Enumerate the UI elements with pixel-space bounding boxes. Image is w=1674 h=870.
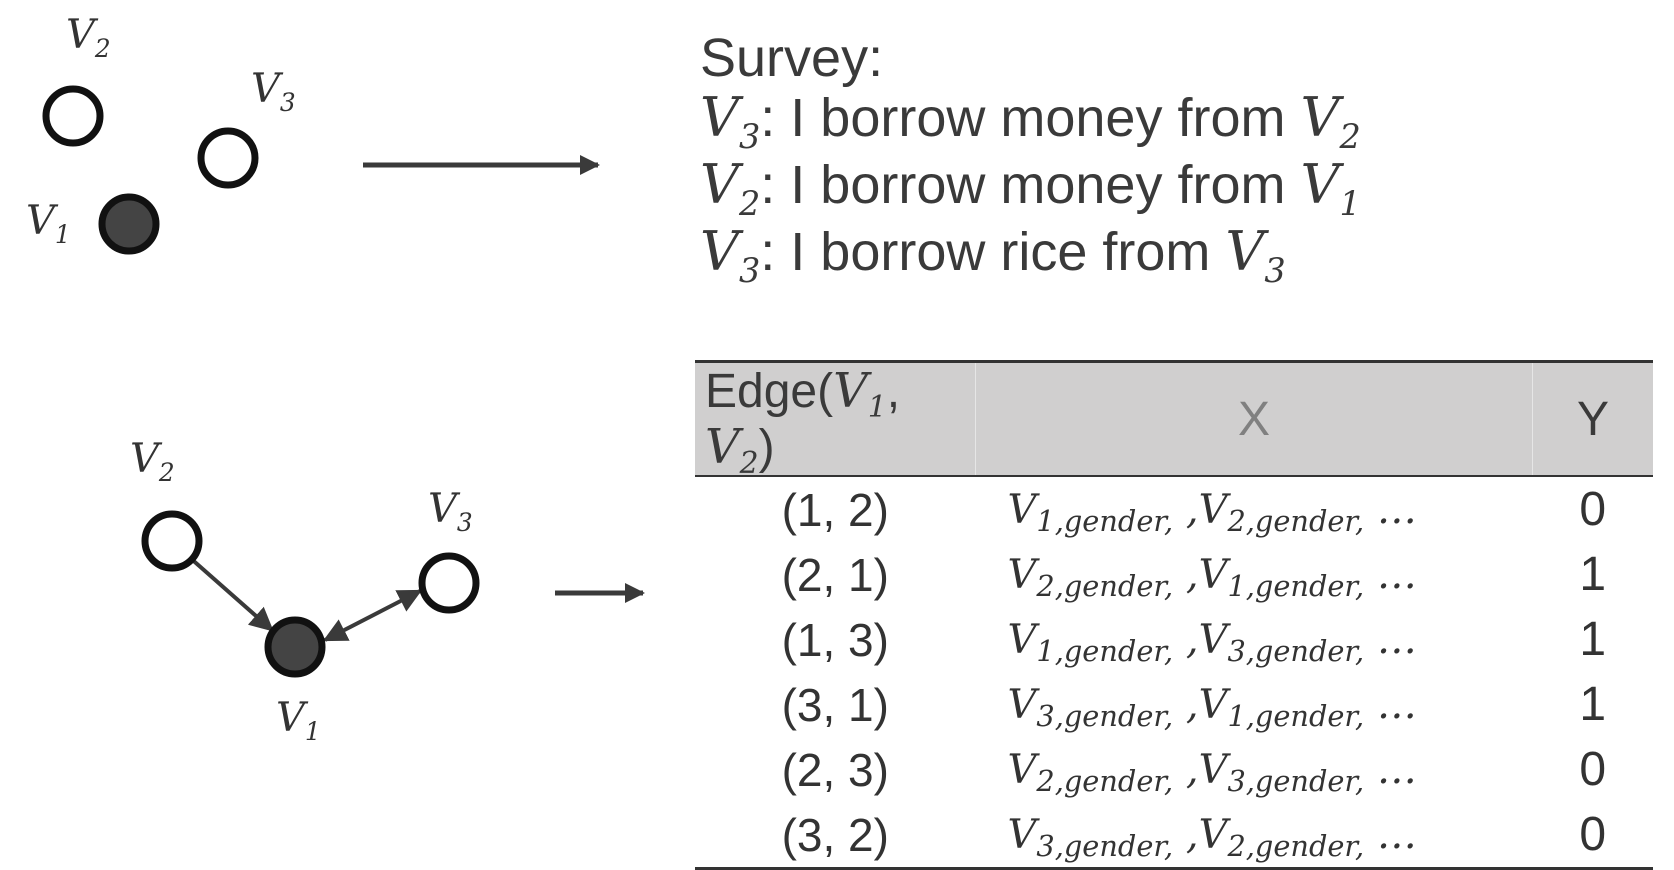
cell-x: V2,gender, ,V3,gender, … — [1007, 746, 1417, 799]
node-bottom-v1 — [264, 616, 326, 678]
cell-edge: (2, 1) — [781, 548, 889, 601]
edge-table: Edge(V1, V2) X Y (1, 2) V1,gender, ,V2,ge… — [695, 360, 1653, 870]
node-bottom-v2 — [141, 510, 203, 572]
node-top-v2 — [42, 85, 104, 147]
header-y: Y — [1532, 361, 1653, 477]
cell-x: V1,gender, ,V3,gender, … — [1007, 616, 1417, 669]
cell-y: 1 — [1579, 678, 1607, 731]
table-header-row: Edge(V1, V2) X Y — [695, 361, 1653, 481]
table-row: (3, 2) V3,gender, ,V2,gender, … 0 — [695, 802, 1653, 869]
cell-edge: (3, 2) — [781, 808, 889, 861]
diagram-canvas — [42, 85, 645, 678]
label-bottom-v1: V1 — [276, 695, 321, 746]
cell-edge: (2, 3) — [781, 743, 889, 796]
cell-y: 1 — [1579, 548, 1607, 601]
survey-line: V2: I borrow money from V1 — [700, 153, 1361, 223]
label-bottom-v3: V3 — [428, 486, 473, 537]
cell-y: 0 — [1579, 483, 1607, 536]
table-row: (2, 1) V2,gender, ,V1,gender, … 1 — [695, 542, 1653, 607]
cell-edge: (3, 1) — [781, 678, 889, 731]
label-bottom-v2: V2 — [130, 436, 175, 487]
node-top-v3 — [197, 127, 259, 189]
survey-block: Survey: V3: I borrow money from V2 V2: I… — [700, 28, 1361, 290]
table-row: (1, 2) V1,gender, ,V2,gender, … 0 — [695, 476, 1653, 542]
cell-y: 1 — [1579, 613, 1607, 666]
cell-x: V2,gender, ,V1,gender, … — [1007, 551, 1417, 604]
label-top-v3: V3 — [251, 66, 296, 117]
cell-x: V3,gender, ,V2,gender, … — [1007, 811, 1417, 864]
survey-line: V3: I borrow money from V2 — [700, 86, 1361, 156]
node-top-v1 — [98, 193, 160, 255]
survey-title: Survey: — [700, 28, 884, 88]
table-row: (2, 3) V2,gender, ,V3,gender, … 0 — [695, 737, 1653, 802]
label-top-v2: V2 — [66, 12, 111, 63]
table-row: (3, 1) V3,gender, ,V1,gender, … 1 — [695, 672, 1653, 737]
cell-edge: (1, 2) — [781, 483, 889, 536]
survey-line: V3: I borrow rice from V3 — [700, 220, 1286, 290]
table-row: (1, 3) V1,gender, ,V3,gender, … 1 — [695, 607, 1653, 672]
cell-edge: (1, 3) — [781, 613, 889, 666]
cell-x: V1,gender, ,V2,gender, … — [1007, 486, 1417, 539]
node-bottom-v3 — [418, 552, 480, 614]
edge-v1-v3 — [322, 589, 423, 642]
cell-y: 0 — [1579, 808, 1607, 861]
edge-v2-v1 — [186, 554, 274, 632]
cell-y: 0 — [1579, 743, 1607, 796]
header-edge: Edge(V1, V2) — [695, 361, 976, 481]
header-x: X — [975, 361, 1533, 477]
label-top-v1: V1 — [26, 198, 71, 249]
cell-x: V3,gender, ,V1,gender, … — [1007, 681, 1417, 734]
